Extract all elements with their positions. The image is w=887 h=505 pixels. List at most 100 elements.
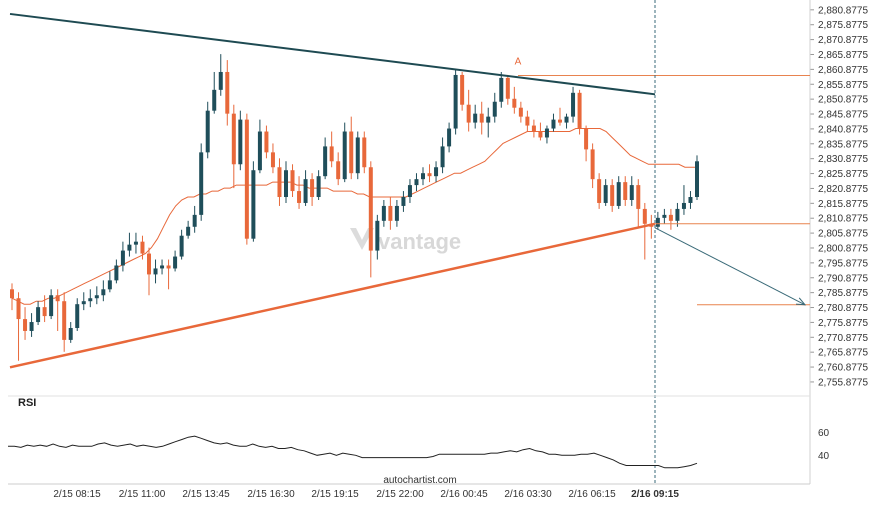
candle-body xyxy=(610,185,615,206)
candle-body xyxy=(323,146,328,177)
candle xyxy=(186,220,191,239)
rsi-label: RSI xyxy=(18,397,36,409)
candle-body xyxy=(623,182,628,200)
candle xyxy=(238,110,243,171)
candle xyxy=(394,199,399,227)
forecast-arrow-line xyxy=(654,227,806,306)
time-tick-label: 2/16 06:15 xyxy=(568,489,616,500)
candle xyxy=(668,208,673,230)
rsi-tick-label: 40 xyxy=(818,451,830,462)
candle-body xyxy=(36,307,41,323)
candle-body xyxy=(251,170,256,239)
candle xyxy=(133,232,138,254)
pattern-point-label: A xyxy=(515,57,522,68)
candle-body xyxy=(421,173,425,180)
candle-body xyxy=(55,295,60,302)
candle xyxy=(681,185,686,215)
candle xyxy=(375,214,380,260)
candle-body xyxy=(558,119,562,123)
candle-body xyxy=(381,205,386,221)
candle xyxy=(166,259,171,290)
price-tick-label: 2,800.8775 xyxy=(818,243,868,254)
candle xyxy=(616,176,621,209)
candle-body xyxy=(629,185,634,200)
candle-body xyxy=(290,170,295,192)
price-tick-label: 2,805.8775 xyxy=(818,229,868,240)
candle xyxy=(88,289,93,308)
candle-body xyxy=(127,244,132,251)
candle-body xyxy=(336,161,341,180)
candle-body xyxy=(603,185,608,203)
candle-body xyxy=(636,185,641,209)
candle xyxy=(29,313,34,337)
candle-body xyxy=(453,74,458,129)
candle-body xyxy=(655,217,660,227)
price-tick-label: 2,835.8775 xyxy=(818,139,868,150)
price-tick-label: 2,760.8775 xyxy=(818,363,868,374)
candle-body xyxy=(388,205,393,221)
candle-body xyxy=(120,250,125,266)
candle xyxy=(290,164,295,198)
price-tick-label: 2,870.8775 xyxy=(818,35,868,46)
candle xyxy=(55,289,60,331)
candle-body xyxy=(342,131,347,180)
pattern-lines-layer: A xyxy=(9,0,810,484)
candle xyxy=(16,292,21,361)
time-tick-label: 2/16 09:15 xyxy=(631,489,679,500)
candle xyxy=(114,259,119,284)
candle-body xyxy=(590,149,595,180)
time-tick-label: 2/16 00:45 xyxy=(440,489,488,500)
candle xyxy=(642,202,647,260)
candle xyxy=(688,191,693,209)
candle-body xyxy=(166,265,171,269)
candle-body xyxy=(23,319,28,331)
candle-body xyxy=(231,113,236,165)
candle-body xyxy=(101,289,106,296)
time-tick-label: 2/15 13:45 xyxy=(182,489,230,500)
candle-body xyxy=(525,116,530,126)
time-tick-label: 2/16 03:30 xyxy=(504,489,552,500)
candle xyxy=(603,179,608,206)
candle xyxy=(460,71,465,111)
candle-body xyxy=(199,152,204,215)
candle-body xyxy=(473,113,478,123)
candle xyxy=(551,113,556,132)
candle-body xyxy=(571,92,576,117)
candle-body xyxy=(577,92,582,129)
candle xyxy=(218,54,223,96)
candle xyxy=(662,208,667,224)
candle-body xyxy=(68,327,73,340)
candle-body xyxy=(616,182,621,206)
candle xyxy=(231,104,236,189)
price-tick-label: 2,755.8775 xyxy=(818,377,868,388)
price-tick-label: 2,880.8775 xyxy=(818,5,868,16)
candle-body xyxy=(407,185,412,198)
candle xyxy=(42,295,47,323)
candle-body xyxy=(401,197,406,206)
candle-body xyxy=(29,322,34,331)
candle xyxy=(284,161,288,203)
candle-body xyxy=(297,191,302,203)
candle xyxy=(577,89,582,135)
candle xyxy=(564,113,569,129)
candle-body xyxy=(284,170,288,198)
price-tick-label: 2,825.8775 xyxy=(818,169,868,180)
candle-body xyxy=(518,107,523,117)
candle xyxy=(127,232,132,257)
candle-body xyxy=(212,89,217,111)
footer-credit: autochartist.com xyxy=(383,475,456,486)
candle xyxy=(36,301,41,326)
time-axis: 2/15 08:15 2/15 11:00 2/15 13:45 2/15 16:30… xyxy=(8,483,810,500)
candle xyxy=(277,158,282,206)
candle xyxy=(421,167,425,186)
candle-body xyxy=(531,125,536,132)
time-tick-label: 2/15 08:15 xyxy=(53,489,101,500)
candle xyxy=(362,131,367,174)
candlestick-layer xyxy=(10,54,699,361)
candle xyxy=(120,241,125,272)
candle-body xyxy=(107,280,112,290)
candle xyxy=(368,161,373,278)
candle-body xyxy=(349,131,354,174)
candle-body xyxy=(551,119,556,129)
